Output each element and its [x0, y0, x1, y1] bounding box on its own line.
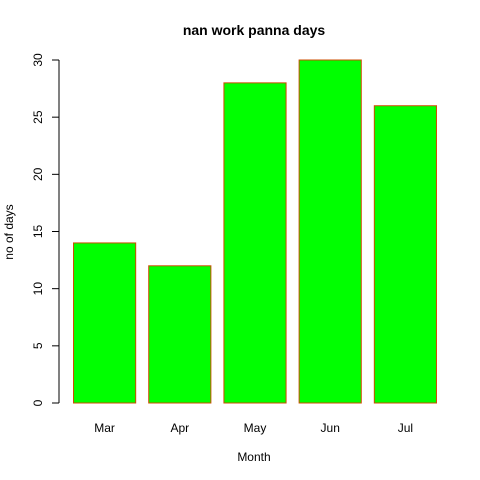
x-tick-label: May [244, 421, 267, 435]
x-tick-label: Apr [170, 421, 189, 435]
y-tick-label: 20 [31, 167, 45, 181]
y-tick-label: 10 [31, 282, 45, 296]
bar-mar [73, 242, 137, 404]
bar-apr [148, 265, 212, 404]
x-axis-tick-labels: Mar Apr May Jun Jul [94, 421, 413, 435]
y-tick-label: 15 [31, 225, 45, 239]
y-axis-label: no of days [2, 204, 16, 259]
x-tick-label: Jun [321, 421, 340, 435]
bar-jun [298, 59, 362, 404]
y-axis: 0 5 10 15 20 25 30 [31, 53, 60, 406]
y-tick-label: 0 [31, 399, 45, 406]
x-tick-label: Jul [398, 421, 413, 435]
y-tick-label: 25 [31, 110, 45, 124]
chart-title: nan work panna days [183, 22, 326, 38]
x-tick-label: Mar [94, 421, 115, 435]
bar-may [223, 82, 287, 404]
y-tick-label: 30 [31, 53, 45, 67]
bars [73, 59, 437, 404]
bar-jul [373, 105, 437, 404]
x-axis-label: Month [237, 450, 270, 464]
y-tick-label: 5 [31, 342, 45, 349]
